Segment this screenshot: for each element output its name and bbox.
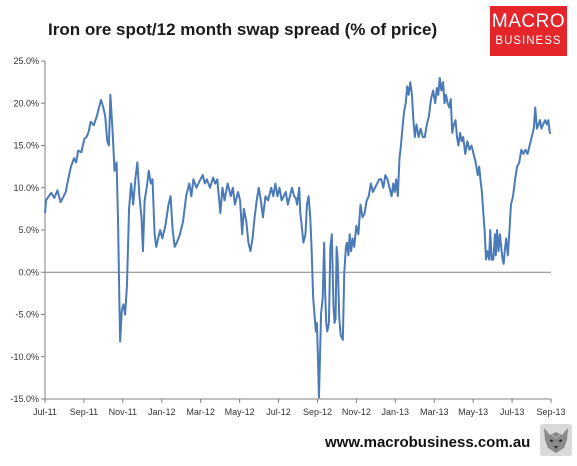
y-tick-label: -15.0%	[10, 394, 39, 404]
y-tick-label: 25.0%	[13, 56, 39, 66]
plot-frame	[44, 61, 551, 400]
wolf-icon	[540, 424, 572, 456]
y-tick-label: 0.0%	[18, 267, 39, 277]
x-tick-label: Jul-13	[500, 407, 525, 417]
x-tick-label: Mar-12	[186, 407, 215, 417]
logo-line-2: BUSINESS	[495, 35, 562, 47]
x-tick-label: Nov-11	[109, 407, 137, 417]
y-tick-label: 15.0%	[13, 141, 39, 151]
x-tick-label: Sep-12	[303, 407, 332, 417]
y-tick-label: 20.0%	[13, 98, 39, 108]
chart: -15.0% -10.0% -5.0% 0.0% 5.0% 10.0% 15.0% 20.0%…	[10, 56, 566, 417]
x-tick-label: Jan-13	[382, 407, 410, 417]
x-axis: Jul-11 Sep-11 Nov-11 Jan-12 Mar-12 May-12 Jul-…	[33, 399, 566, 417]
macrobusiness-logo: MACRO BUSINESS	[490, 6, 567, 56]
y-tick-label: -5.0%	[15, 310, 39, 320]
y-axis: -15.0% -10.0% -5.0% 0.0% 5.0% 10.0% 15.0% 20.0%…	[10, 56, 45, 404]
x-tick-label: Sep-11	[70, 407, 98, 417]
x-tick-label: May-12	[225, 407, 255, 417]
series-line	[44, 76, 551, 399]
x-tick-label: Mar-13	[420, 407, 449, 417]
x-tick-label: Jan-12	[148, 407, 176, 417]
y-tick-label: 5.0%	[18, 225, 39, 235]
x-tick-label: Sep-13	[536, 407, 565, 417]
x-tick-label: Nov-12	[342, 407, 371, 417]
chart-title: Iron ore spot/12 month swap spread (% of…	[48, 20, 438, 39]
y-tick-label: 10.0%	[13, 183, 39, 193]
footer-url[interactable]: www.macrobusiness.com.au	[325, 434, 531, 451]
series-group	[44, 76, 551, 399]
x-tick-label: Jul-12	[266, 407, 291, 417]
y-tick-label: -10.0%	[10, 352, 39, 362]
x-tick-label: Jul-11	[33, 407, 57, 417]
x-tick-label: May-13	[458, 407, 488, 417]
logo-line-1: MACRO	[491, 11, 566, 32]
